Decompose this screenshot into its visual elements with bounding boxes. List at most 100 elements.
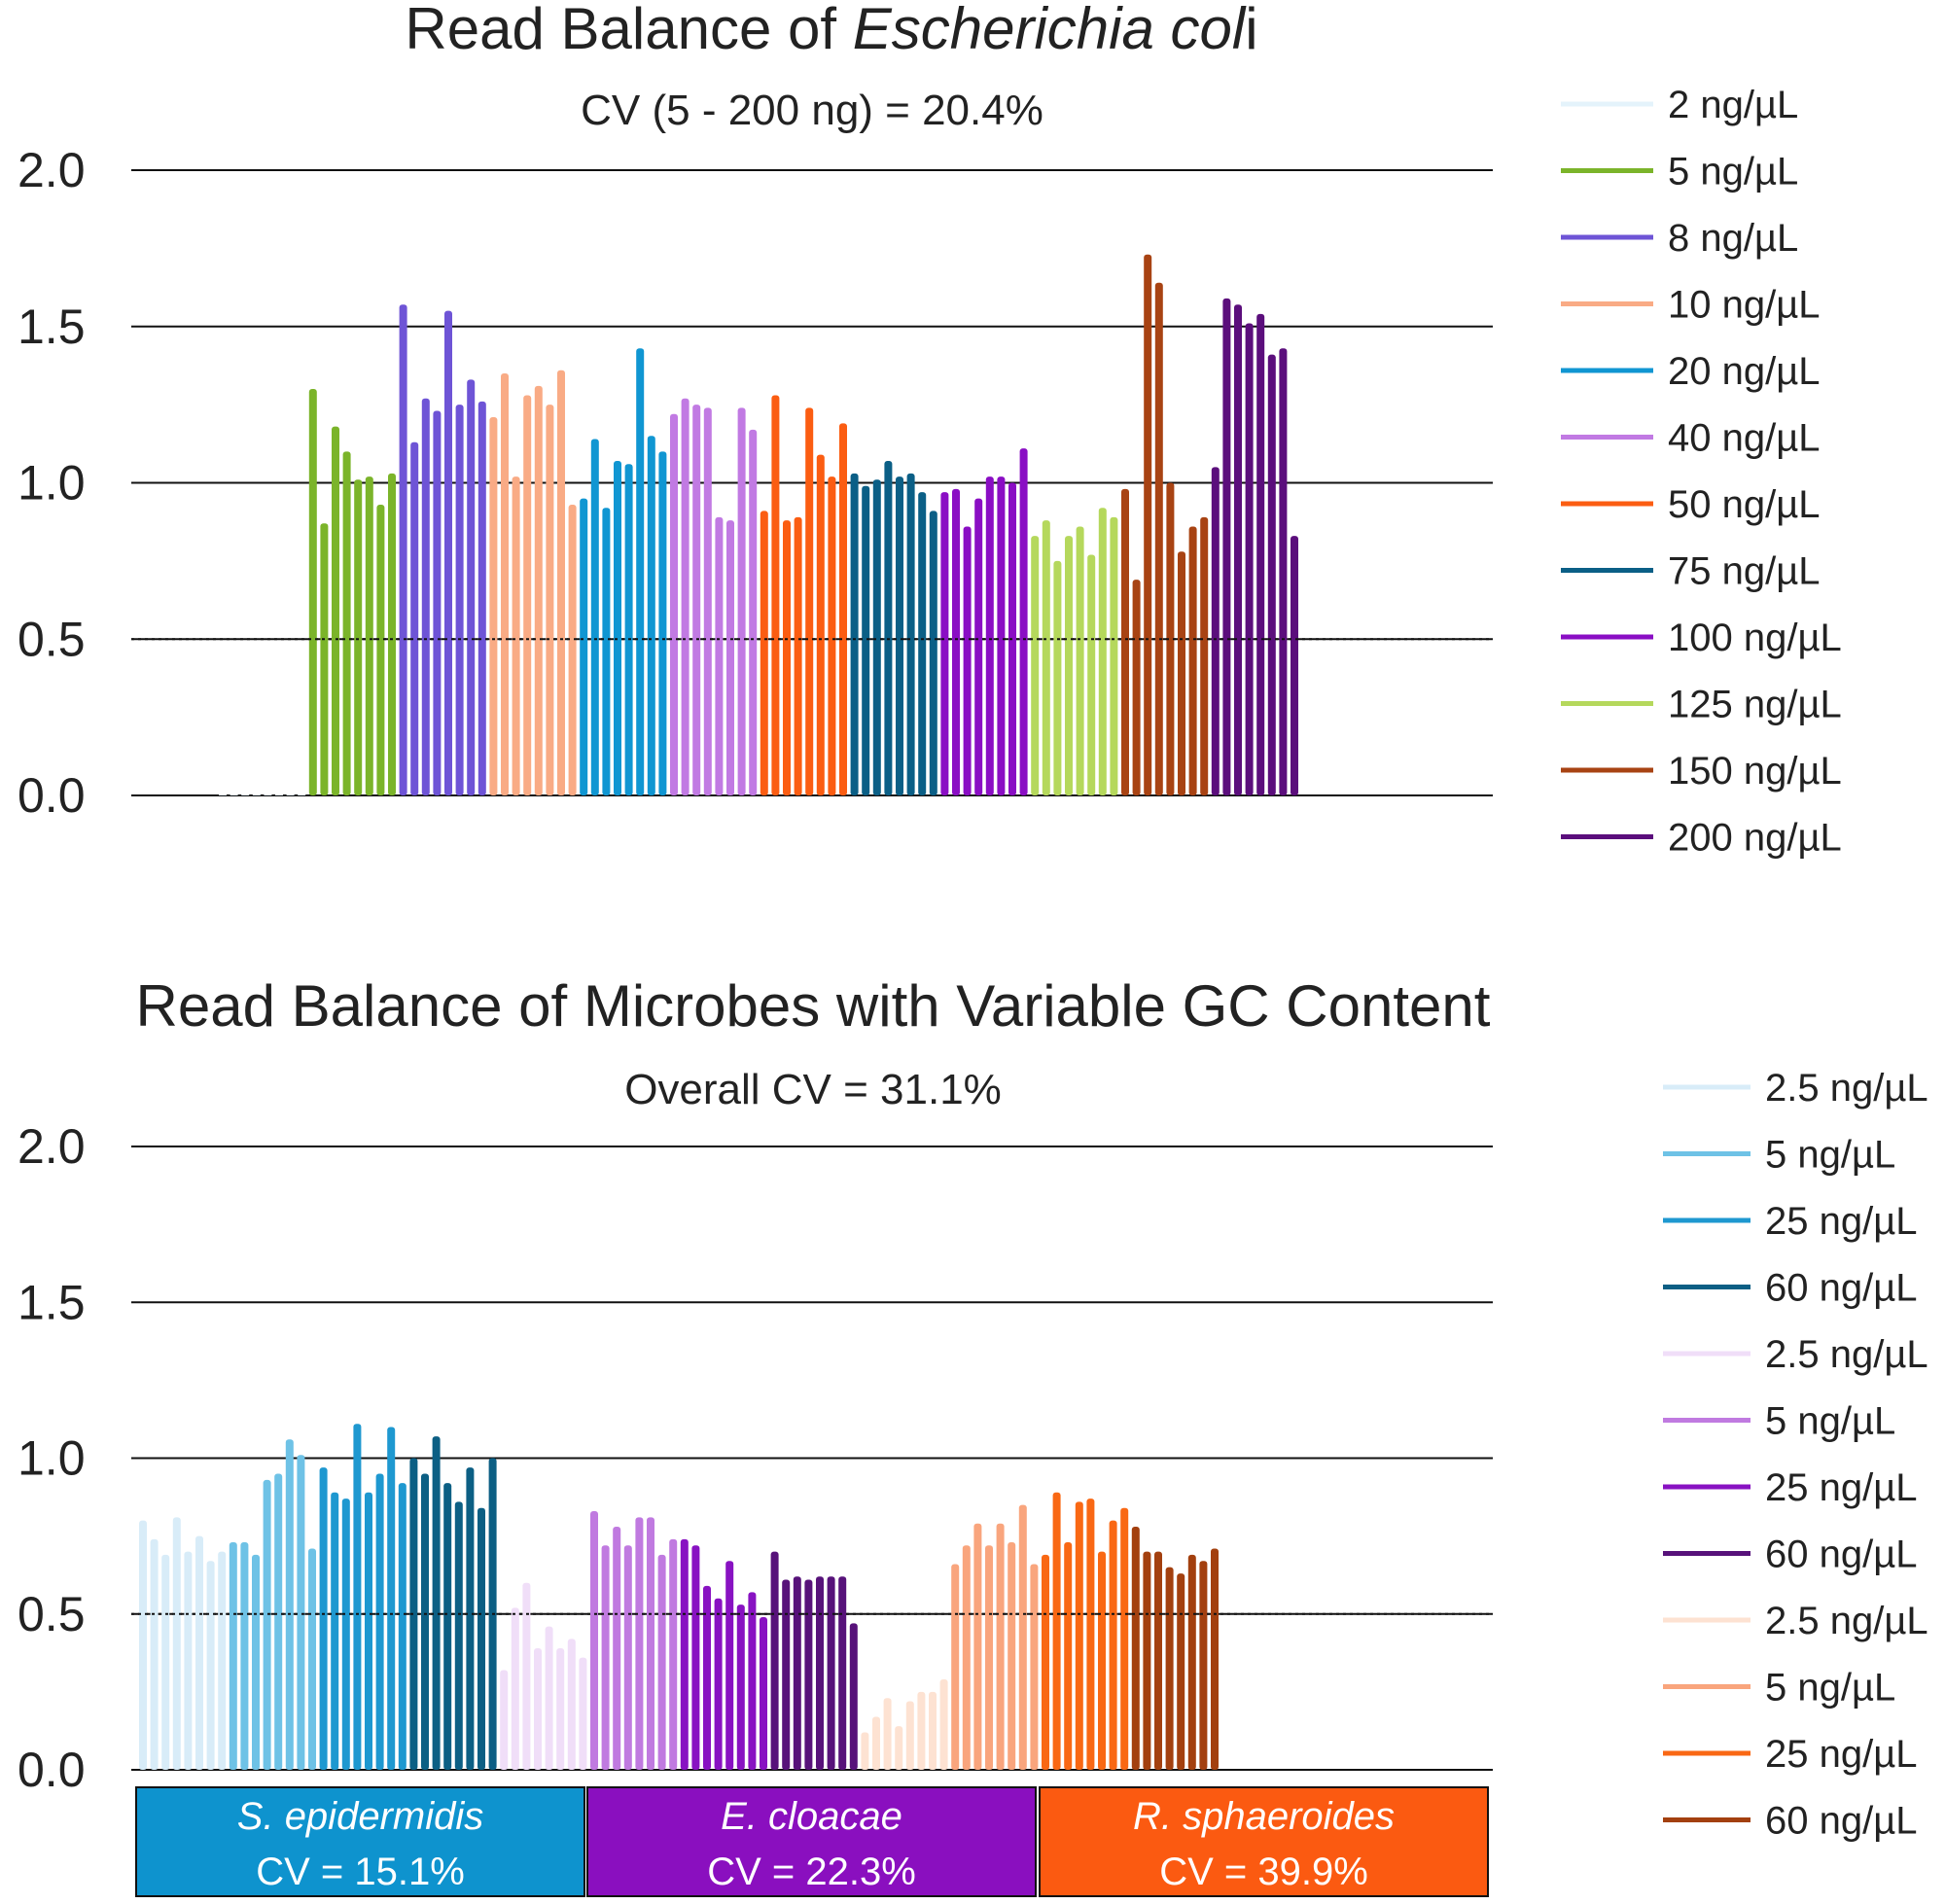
bar xyxy=(512,476,520,795)
bar xyxy=(816,454,825,795)
bar xyxy=(195,1535,203,1770)
bar xyxy=(602,508,611,795)
chart-2-group-boxes: S. epidermidis CV = 15.1% E. cloacae CV = 2… xyxy=(135,1786,1489,1897)
bar xyxy=(963,526,972,795)
bar xyxy=(150,1538,159,1770)
bar xyxy=(828,476,836,795)
bar xyxy=(939,1679,948,1770)
bar xyxy=(1256,313,1265,795)
bar xyxy=(1166,482,1175,795)
chart-ecoli: Read Balance of Escherichia coli CV (5 -… xyxy=(18,0,1842,860)
chart-1-title: Read Balance of Escherichia coli xyxy=(405,0,1257,61)
bar xyxy=(523,395,532,795)
bar xyxy=(658,451,667,795)
legend-label: 5 ng/µL xyxy=(1765,1134,1895,1177)
group-cv: CV = 22.3% xyxy=(707,1851,916,1893)
bar xyxy=(951,1564,960,1770)
bar xyxy=(331,1492,339,1770)
bar xyxy=(783,520,791,795)
bar xyxy=(635,1517,644,1770)
bar xyxy=(760,1616,767,1770)
bar xyxy=(229,1542,237,1770)
bar xyxy=(342,451,351,795)
chart-1-subtitle: CV (5 - 200 ng) = 20.4% xyxy=(581,87,1043,134)
bar xyxy=(1143,1551,1151,1770)
bar xyxy=(996,1523,1005,1770)
bar xyxy=(365,1492,372,1770)
bar xyxy=(398,1483,407,1770)
bar xyxy=(827,1576,835,1770)
bar xyxy=(725,1561,734,1770)
bar xyxy=(805,407,814,795)
bar xyxy=(388,473,396,795)
legend-label: 2.5 ng/µL xyxy=(1765,1067,1928,1110)
legend-label: 200 ng/µL xyxy=(1668,817,1842,860)
legend-label: 8 ng/µL xyxy=(1668,217,1798,260)
legend-label: 60 ng/µL xyxy=(1765,1267,1918,1310)
bar xyxy=(455,405,464,795)
bar xyxy=(184,1551,193,1770)
bar xyxy=(489,416,498,795)
bar xyxy=(760,511,768,795)
bar xyxy=(771,395,780,795)
legend-label: 50 ng/µL xyxy=(1668,483,1821,526)
bar xyxy=(782,1579,791,1770)
bar xyxy=(252,1554,260,1770)
bar xyxy=(399,304,407,795)
bar xyxy=(714,1598,723,1770)
bar xyxy=(906,473,915,795)
y-tick-label: 1.0 xyxy=(18,1431,86,1486)
bar xyxy=(749,429,758,795)
bar xyxy=(375,1473,384,1770)
bar xyxy=(466,1467,475,1770)
chart-2-title: Read Balance of Microbes with Variable G… xyxy=(136,973,1491,1039)
legend-label: 40 ng/µL xyxy=(1668,417,1821,460)
bar xyxy=(884,460,893,795)
bar xyxy=(647,436,655,795)
bar xyxy=(545,1626,553,1770)
bar xyxy=(1087,554,1096,795)
bar xyxy=(636,348,645,795)
bar xyxy=(444,310,452,795)
bar xyxy=(883,1698,892,1770)
bar xyxy=(1245,323,1254,795)
legend-label: 25 ng/µL xyxy=(1765,1200,1918,1243)
bar xyxy=(804,1579,813,1770)
bar xyxy=(230,794,238,795)
bar xyxy=(895,1726,903,1770)
bar xyxy=(354,479,363,795)
bar xyxy=(670,413,678,795)
bar xyxy=(590,1510,598,1770)
bar xyxy=(1131,1527,1140,1770)
bar xyxy=(320,523,329,795)
bar xyxy=(557,370,565,795)
bar xyxy=(534,385,543,795)
bar xyxy=(917,1691,926,1770)
bar xyxy=(421,1473,429,1770)
legend-label: 60 ng/µL xyxy=(1765,1534,1918,1576)
bar xyxy=(264,794,272,795)
bar xyxy=(793,1576,801,1770)
bar xyxy=(501,372,509,795)
bar xyxy=(1177,1573,1185,1770)
legend-label: 25 ng/µL xyxy=(1765,1466,1918,1509)
bar xyxy=(308,1548,316,1770)
bar xyxy=(1019,448,1028,795)
bar xyxy=(252,794,261,795)
bar xyxy=(1178,551,1185,795)
bar xyxy=(546,405,554,795)
bar xyxy=(409,1458,418,1770)
group-box xyxy=(586,1786,1037,1897)
bar xyxy=(703,1585,711,1770)
bar xyxy=(1098,508,1107,795)
bar xyxy=(443,1483,452,1770)
bar xyxy=(1154,1551,1162,1770)
bar xyxy=(206,1561,215,1770)
y-tick-label: 1.5 xyxy=(18,300,86,354)
bar xyxy=(467,379,476,795)
bar xyxy=(872,1716,880,1770)
bar xyxy=(614,460,621,795)
group-label: E. cloacae xyxy=(721,1795,902,1838)
bar xyxy=(973,1523,982,1770)
y-tick-label: 1.0 xyxy=(18,456,86,511)
